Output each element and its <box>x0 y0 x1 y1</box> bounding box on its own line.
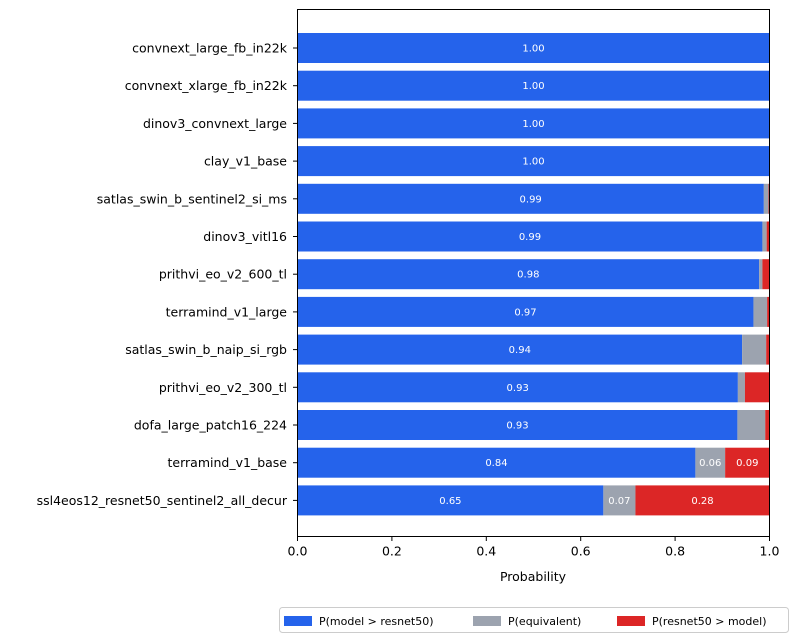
bar-segment <box>297 221 763 252</box>
bar-value-label: 0.99 <box>520 194 542 205</box>
bar-segment <box>763 183 769 214</box>
y-tick-label: satlas_swin_b_naip_si_rgb <box>125 342 287 357</box>
bar-value-label: 0.09 <box>736 458 758 469</box>
bar-segment <box>737 410 766 440</box>
bar-segment <box>725 447 770 478</box>
bar-segment <box>297 410 738 440</box>
bar-value-label: 0.99 <box>519 232 541 243</box>
legend-frame <box>279 607 789 633</box>
bar-segment <box>297 447 696 478</box>
bar-value-label: 0.98 <box>517 270 539 281</box>
bar-value-label: 0.97 <box>514 307 536 318</box>
bar-value-label: 0.94 <box>509 345 531 356</box>
bars-group: 1.00 1.00 1.00 1.00 0.99 0.99 0.98 0.97 0.94 0.93… <box>297 33 770 516</box>
bar-segment <box>297 334 743 365</box>
bar-segment <box>762 221 767 252</box>
bar-value-label: 1.00 <box>522 44 544 55</box>
bar-segment <box>297 372 738 403</box>
x-tick-label: 0.6 <box>571 544 591 559</box>
bar-value-label: 1.00 <box>522 157 544 168</box>
bar-segment <box>297 33 770 63</box>
bar-segment <box>297 70 770 101</box>
y-tick-label: dofa_large_patch16_224 <box>134 418 287 433</box>
bar-value-label: 0.93 <box>506 421 528 432</box>
bar-value-label: 0.84 <box>485 458 507 469</box>
bar-segment <box>297 296 754 327</box>
x-axis-title: Probability <box>500 569 567 584</box>
bar-segment <box>297 485 604 516</box>
bar-value-label: 0.06 <box>699 458 721 469</box>
bar-segment <box>297 108 770 139</box>
bar-segment <box>635 485 770 516</box>
y-tick-label: prithvi_eo_v2_300_tl <box>159 380 287 395</box>
bar-value-label: 1.00 <box>522 119 544 130</box>
x-axis: 0.0 0.2 0.4 0.6 0.8 1.0 <box>288 536 780 559</box>
y-tick-label: ssl4eos12_resnet50_sentinel2_all_decur <box>37 493 288 508</box>
legend-label: P(resnet50 > model) <box>652 615 767 628</box>
bar-segment <box>766 334 770 365</box>
bar-segment <box>766 221 770 252</box>
bar-value-label: 0.28 <box>691 496 713 507</box>
legend-swatch <box>284 616 312 626</box>
bar-segment <box>753 296 768 327</box>
bar-segment <box>695 447 726 478</box>
y-tick-label: dinov3_vitl16 <box>203 229 287 244</box>
bar-value-label: 1.00 <box>522 81 544 92</box>
x-tick-label: 0.2 <box>382 544 402 559</box>
y-tick-label: convnext_large_fb_in22k <box>132 41 288 56</box>
bar-value-label: 0.07 <box>608 496 630 507</box>
bar-value-label: 0.93 <box>507 383 529 394</box>
plot-frame <box>297 9 770 537</box>
legend-label: P(equivalent) <box>508 615 581 628</box>
y-tick-label: terramind_v1_large <box>166 304 288 319</box>
bar-segment <box>297 146 770 177</box>
y-tick-labels: convnext_large_fb_in22k convnext_xlarge_f… <box>37 41 298 508</box>
legend: P(model > resnet50) P(equivalent) P(resnet… <box>279 607 789 633</box>
y-tick-label: clay_v1_base <box>204 154 287 169</box>
x-tick-label: 0.0 <box>288 544 308 559</box>
bar-segment <box>297 183 764 214</box>
x-tick-label: 0.8 <box>665 544 685 559</box>
bar-segment <box>765 410 770 440</box>
y-tick-label: convnext_xlarge_fb_in22k <box>125 78 288 93</box>
legend-swatch <box>617 616 645 626</box>
y-tick-label: terramind_v1_base <box>168 455 288 470</box>
bar-segment <box>762 259 770 290</box>
bar-segment <box>297 259 760 290</box>
bar-segment <box>759 259 763 290</box>
y-tick-label: dinov3_convnext_large <box>143 116 287 131</box>
y-tick-label: satlas_swin_b_sentinel2_si_ms <box>97 191 287 206</box>
x-tick-label: 1.0 <box>760 544 780 559</box>
bar-segment <box>742 334 767 365</box>
bar-segment <box>603 485 636 516</box>
y-tick-label: prithvi_eo_v2_600_tl <box>159 267 287 282</box>
bar-segment <box>744 372 770 403</box>
bar-segment <box>767 296 770 327</box>
legend-swatch <box>473 616 501 626</box>
x-tick-label: 0.4 <box>476 544 496 559</box>
legend-label: P(model > resnet50) <box>319 615 434 628</box>
bar-value-label: 0.65 <box>439 496 461 507</box>
bar-segment <box>737 372 745 403</box>
